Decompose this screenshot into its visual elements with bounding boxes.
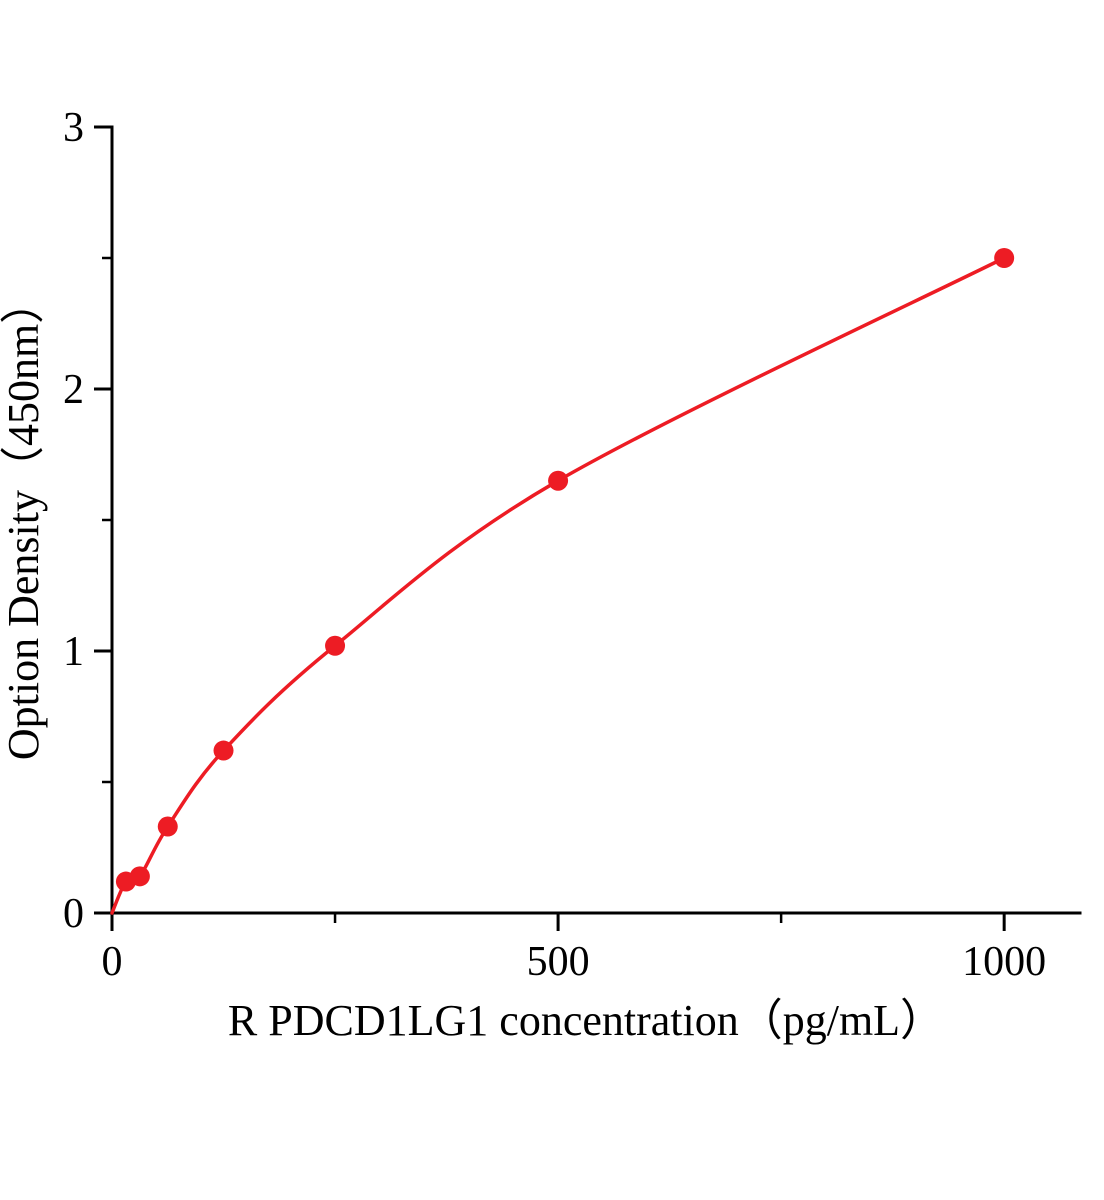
y-tick-label: 0 [63,891,84,937]
data-point-marker [994,248,1015,268]
data-point-marker [157,816,178,837]
y-tick-label: 3 [63,105,84,151]
data-point-marker [548,470,569,491]
data-point-marker [129,866,150,887]
x-axis-title: R PDCD1LG1 concentration（pg/mL） [228,996,944,1045]
x-tick-label: 500 [527,939,590,985]
x-tick-label: 0 [102,939,123,985]
data-point-marker [325,635,346,656]
y-axis-title: Option Density（450nm） [0,280,48,760]
y-tick-label: 1 [63,629,84,675]
x-tick-label: 1000 [962,939,1046,985]
data-point-marker [213,740,234,761]
y-tick-label: 2 [63,367,84,413]
standard-curve-line [110,256,1006,915]
